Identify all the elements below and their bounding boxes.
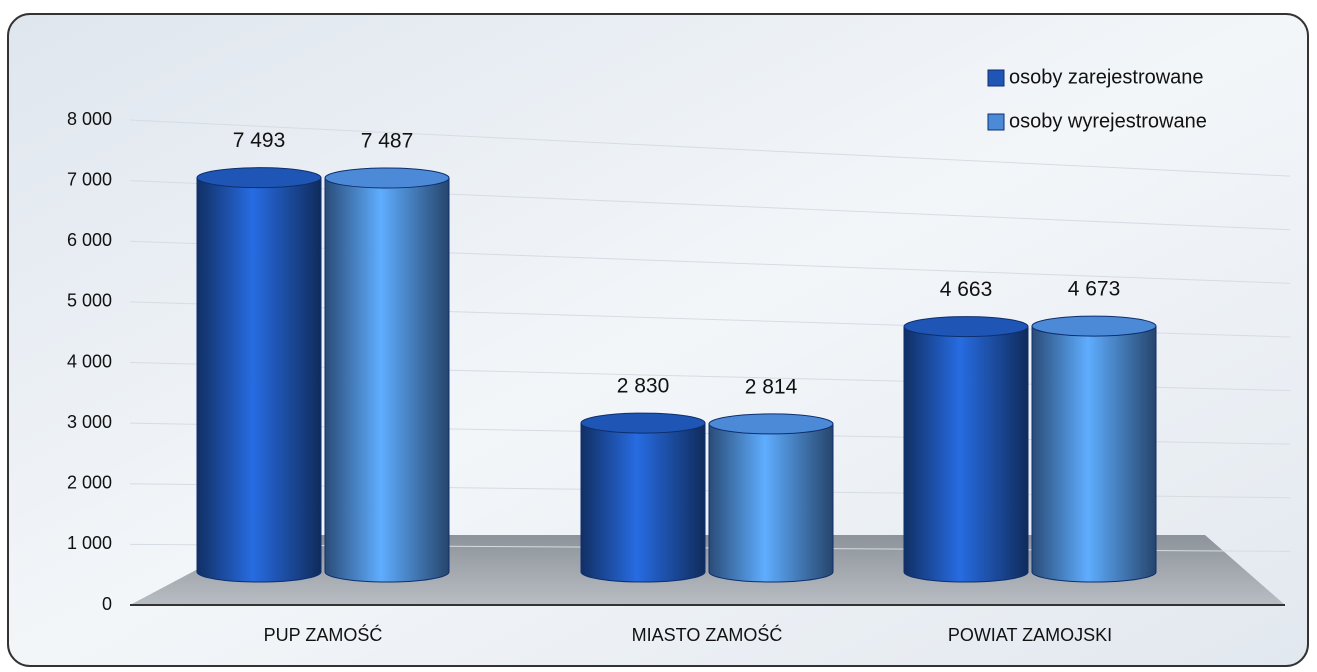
y-tick-label: 2 000 xyxy=(67,473,112,493)
legend-swatch xyxy=(987,69,1005,87)
grid-line xyxy=(129,119,1291,177)
bar xyxy=(580,422,706,583)
value-label: 7 487 xyxy=(361,130,414,153)
legend-label: osoby zarejestrowane xyxy=(1009,66,1204,88)
bar-top xyxy=(903,316,1029,338)
bar-top xyxy=(196,167,322,189)
y-tick-label: 4 000 xyxy=(67,351,112,371)
bar xyxy=(196,177,322,583)
x-tick-label: PUP ZAMOŚĆ xyxy=(264,624,383,645)
bar xyxy=(903,326,1029,583)
y-tick-label: 6 000 xyxy=(67,230,112,250)
bar-top xyxy=(1031,315,1157,337)
y-tick-label: 5 000 xyxy=(67,291,112,311)
x-tick-label: POWIAT ZAMOJSKI xyxy=(948,625,1112,645)
y-tick-label: 7 000 xyxy=(67,169,112,189)
value-label: 2 814 xyxy=(745,375,798,398)
bar-top xyxy=(324,167,450,189)
legend-label: osoby wyrejestrowane xyxy=(1009,110,1207,132)
y-tick-label: 8 000 xyxy=(67,109,112,129)
bar-top xyxy=(580,412,706,434)
y-tick-label: 1 000 xyxy=(67,533,112,553)
y-tick-label: 0 xyxy=(102,594,112,614)
value-label: 4 663 xyxy=(940,278,993,301)
grid-line xyxy=(129,240,1291,284)
y-tick-label: 3 000 xyxy=(67,412,112,432)
value-label: 7 493 xyxy=(233,129,286,152)
legend-swatch xyxy=(987,113,1005,131)
bar xyxy=(1031,325,1157,583)
bar xyxy=(324,177,450,583)
bar xyxy=(708,423,834,583)
grid-line xyxy=(129,180,1291,231)
value-label: 4 673 xyxy=(1068,278,1121,301)
x-tick-label: MIASTO ZAMOŚĆ xyxy=(632,624,783,645)
bar-top xyxy=(708,413,834,435)
value-label: 2 830 xyxy=(617,375,670,398)
